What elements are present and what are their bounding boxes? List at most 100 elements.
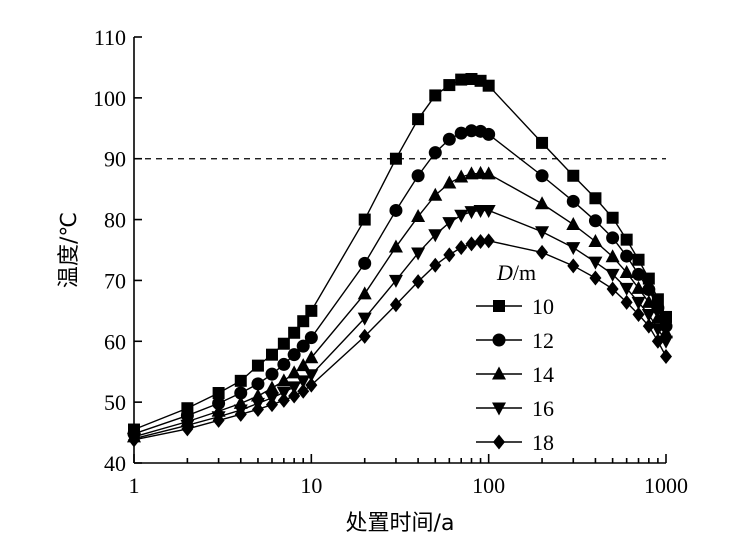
data-point-16 — [481, 204, 496, 218]
data-point-18 — [632, 307, 645, 323]
data-point-16 — [535, 226, 550, 240]
data-point-18 — [429, 257, 442, 273]
series-line-18 — [133, 240, 667, 441]
data-point-16 — [588, 256, 603, 270]
data-point-18 — [642, 318, 655, 334]
data-point-10 — [620, 233, 633, 246]
data-point-16 — [428, 229, 443, 243]
x-tick-label: 10 — [300, 473, 322, 498]
data-point-10 — [465, 72, 478, 85]
data-point-18 — [305, 377, 318, 393]
legend-label: 18 — [532, 430, 554, 455]
data-point-12 — [296, 339, 310, 353]
data-point-10 — [482, 79, 495, 92]
x-tick-label: 1 — [129, 473, 140, 498]
x-tick-label: 100 — [472, 473, 505, 498]
data-point-18 — [277, 392, 290, 408]
data-point-12 — [287, 348, 301, 362]
y-tick-label: 80 — [104, 208, 126, 233]
data-point-14 — [287, 365, 302, 379]
data-point-18 — [536, 244, 549, 260]
y-tick-label: 40 — [104, 451, 126, 476]
data-point-18 — [251, 401, 264, 417]
series-line-16 — [133, 209, 667, 440]
legend-title-symbol: D — [496, 260, 513, 285]
data-point-16 — [659, 335, 673, 349]
data-point-16 — [411, 247, 426, 261]
data-point-12 — [389, 203, 403, 217]
data-point-18 — [606, 281, 619, 297]
y-tick-label: 60 — [104, 329, 126, 354]
data-point-10 — [305, 304, 318, 317]
data-point-12 — [411, 169, 425, 183]
data-point-10 — [632, 253, 645, 266]
data-point-12 — [212, 396, 226, 410]
data-point-18 — [482, 233, 495, 249]
data-point-12 — [304, 331, 318, 345]
data-point-18 — [288, 388, 301, 404]
data-point-14 — [588, 233, 603, 247]
legend-label: 16 — [532, 396, 554, 421]
data-point-16 — [464, 206, 479, 220]
legend-entry-14: 14 — [476, 362, 554, 387]
data-point-10 — [606, 211, 619, 224]
data-point-10 — [443, 79, 456, 92]
data-point-18 — [474, 233, 487, 249]
data-point-18 — [455, 240, 468, 256]
data-point-12 — [454, 126, 468, 140]
legend-entry-18: 18 — [476, 430, 554, 455]
data-point-18 — [660, 349, 672, 364]
series-line-12 — [133, 130, 667, 435]
plot-area — [127, 72, 673, 448]
data-point-12 — [442, 132, 456, 146]
x-tick-label: 1000 — [644, 473, 688, 498]
data-point-16 — [304, 369, 319, 383]
legend-entry-10: 10 — [476, 294, 554, 319]
series-10 — [128, 72, 672, 436]
data-point-14 — [296, 358, 311, 372]
data-point-18 — [181, 421, 194, 437]
data-point-16 — [296, 375, 311, 389]
data-point-12 — [251, 377, 265, 391]
data-point-10 — [212, 387, 225, 400]
data-point-18 — [443, 247, 456, 263]
data-point-12 — [632, 267, 646, 281]
data-point-14 — [481, 166, 496, 180]
data-point-12 — [234, 386, 248, 400]
data-point-10 — [297, 315, 310, 328]
data-point-10 — [589, 192, 602, 205]
data-point-10 — [642, 272, 655, 285]
data-point-10 — [234, 374, 247, 387]
data-point-12 — [535, 169, 549, 183]
data-point-18 — [234, 406, 247, 422]
data-point-16 — [641, 309, 656, 323]
legend-title: D/m — [496, 260, 536, 285]
y-tick-label: 110 — [94, 25, 126, 50]
data-point-16 — [442, 217, 457, 231]
legend-label: 12 — [532, 328, 554, 353]
data-point-14 — [442, 175, 457, 189]
data-point-14 — [357, 286, 372, 300]
legend-marker-18 — [493, 434, 505, 450]
series-14 — [127, 165, 673, 443]
data-point-18 — [589, 270, 602, 286]
data-point-12 — [358, 256, 372, 270]
data-point-18 — [620, 294, 633, 310]
series-16 — [127, 204, 673, 447]
data-point-12 — [606, 231, 620, 245]
data-point-14 — [619, 265, 634, 279]
data-point-14 — [264, 380, 279, 394]
data-point-16 — [566, 242, 581, 256]
legend-marker-12 — [492, 333, 506, 347]
data-point-16 — [388, 274, 403, 288]
x-axis-title: 处置时间/a — [346, 511, 455, 536]
legend-marker-10 — [493, 300, 505, 312]
data-point-16 — [631, 296, 646, 310]
data-point-10 — [251, 359, 264, 372]
data-point-14 — [631, 280, 646, 294]
data-point-10 — [389, 152, 402, 165]
legend-marker-14 — [492, 366, 506, 380]
data-point-18 — [358, 328, 371, 344]
data-point-14 — [650, 310, 665, 324]
